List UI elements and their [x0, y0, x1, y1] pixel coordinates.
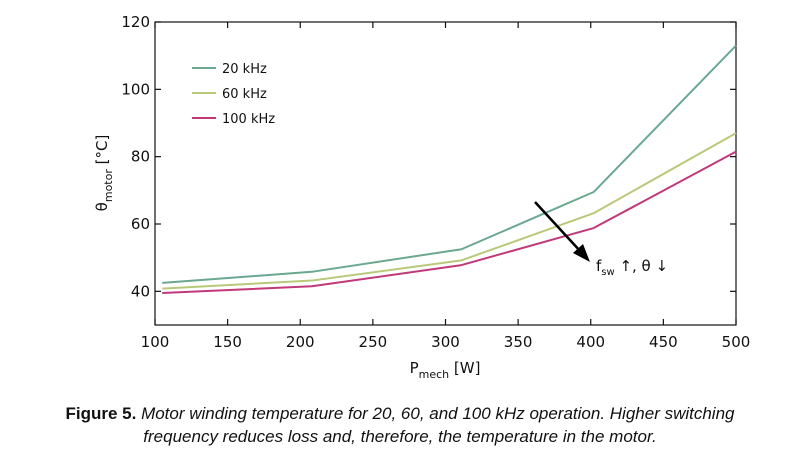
legend-label-1: 60 kHz: [222, 87, 267, 102]
x-tick-label: 350: [504, 333, 533, 351]
x-axis-ticks: 100 150 200 250 300 350 400 450 500: [141, 22, 751, 351]
y-tick-label: 100: [121, 80, 150, 98]
series-line-1: [162, 132, 737, 290]
x-tick-label: 400: [576, 333, 605, 351]
x-tick-label: 250: [359, 333, 388, 351]
legend-label-0: 20 kHz: [222, 62, 267, 77]
series-group: [162, 44, 737, 295]
series-line-2: [162, 150, 737, 295]
x-tick-label: 450: [649, 333, 678, 351]
x-tick-label: 150: [213, 333, 242, 351]
series-line-0: [162, 44, 737, 284]
annotation-text: fsw ↑, θ ↓: [596, 257, 668, 278]
y-axis-ticks: 40 60 80 100 120: [121, 13, 736, 300]
x-tick-label: 200: [286, 333, 315, 351]
caption-text-line1: Motor winding temperature for 20, 60, an…: [136, 404, 735, 423]
x-tick-label: 500: [722, 333, 751, 351]
y-axis-label: θmotor [°C]: [93, 135, 115, 212]
x-tick-label: 300: [431, 333, 460, 351]
y-tick-label: 80: [131, 148, 150, 166]
x-axis-label: Pmech [W]: [410, 359, 481, 381]
legend: 20 kHz 60 kHz 100 kHz: [192, 62, 275, 127]
y-tick-label: 120: [121, 13, 150, 31]
y-tick-label: 60: [131, 215, 150, 233]
x-tick-label: 100: [141, 333, 170, 351]
chart: 100 150 200 250 300 350 400 450 500 40 60 80 100 120…: [93, 13, 751, 381]
annotation-arrow: [534, 201, 590, 262]
caption-label: Figure 5.: [65, 404, 137, 423]
legend-label-2: 100 kHz: [222, 112, 275, 127]
y-tick-label: 40: [131, 282, 150, 300]
figure-caption: Figure 5. Motor winding temperature for …: [0, 402, 800, 448]
caption-text-line2: frequency reduces loss and, therefore, t…: [143, 427, 657, 446]
